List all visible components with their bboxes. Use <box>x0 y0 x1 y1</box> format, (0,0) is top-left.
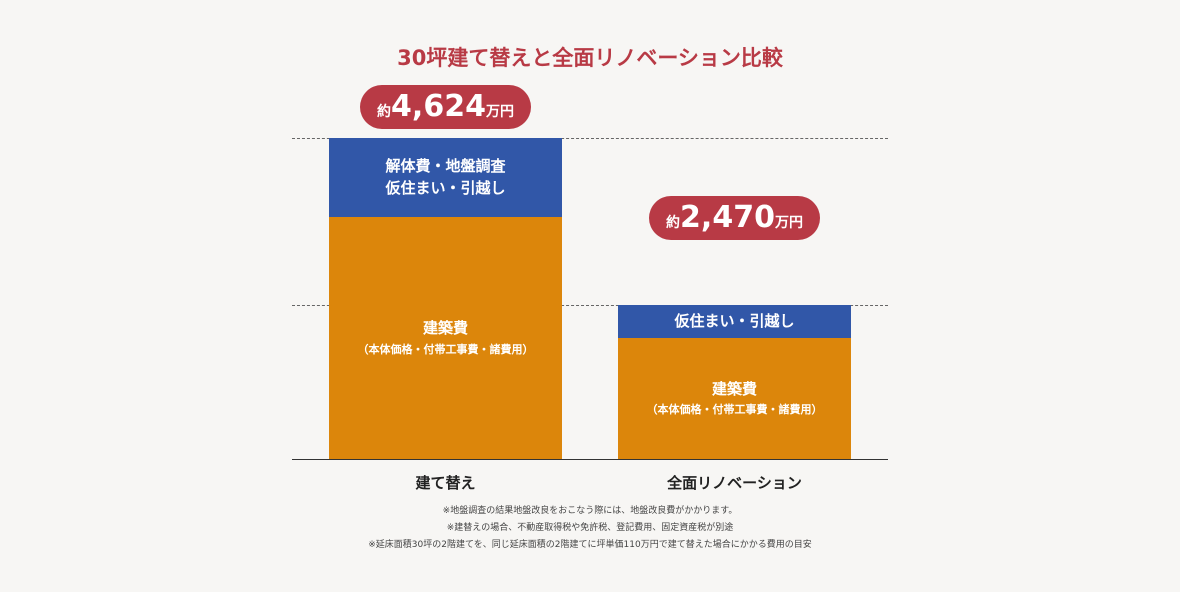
gridline-mid <box>292 305 888 306</box>
total-label-renovation: 約 2,470 万円 <box>649 196 820 240</box>
footnote: ※建替えの場合、不動産取得税や免許税、登記費用、固定資産税が別途 <box>446 523 734 533</box>
segment-label: 仮住まい・引越し <box>674 311 795 330</box>
total-unit: 万円 <box>485 104 514 120</box>
total-value: 4,624 <box>391 89 486 124</box>
x-axis-baseline <box>292 459 888 460</box>
footnote: ※延床面積30坪の2階建てを、同じ延床面積の2階建てに坪単価110万円で建て替え… <box>368 540 812 550</box>
x-tick-label: 全面リノベーション <box>667 474 802 492</box>
total-value: 2,470 <box>680 200 775 235</box>
chart-title: 30坪建て替えと全面リノベーション比較 <box>397 46 783 70</box>
total-unit: 万円 <box>774 215 803 231</box>
segment-label: 解体費・地盤調査 <box>385 156 506 175</box>
segment-sublabel: （本体価格・付帯工事費・諸費用） <box>646 403 823 417</box>
bar-renovation-extra: 仮住まい・引越し <box>618 305 851 338</box>
bar-rebuild-extra: 解体費・地盤調査 仮住まい・引越し <box>329 138 562 217</box>
bar-rebuild-construction: 建築費 （本体価格・付帯工事費・諸費用） <box>329 217 562 459</box>
segment-label: 建築費 <box>422 319 468 338</box>
footnote: ※地盤調査の結果地盤改良をおこなう際には、地盤改良費がかかります。 <box>442 506 738 516</box>
gridline-top <box>292 138 888 139</box>
bar-renovation-construction: 建築費 （本体価格・付帯工事費・諸費用） <box>618 338 851 459</box>
total-prefix: 約 <box>666 215 681 231</box>
segment-label: 仮住まい・引越し <box>385 178 506 197</box>
segment-sublabel: （本体価格・付帯工事費・諸費用） <box>357 342 534 356</box>
total-label-rebuild: 約 4,624 万円 <box>360 85 531 129</box>
x-tick-label: 建て替え <box>415 474 476 492</box>
total-prefix: 約 <box>377 104 392 120</box>
segment-label: 建築費 <box>711 379 757 398</box>
